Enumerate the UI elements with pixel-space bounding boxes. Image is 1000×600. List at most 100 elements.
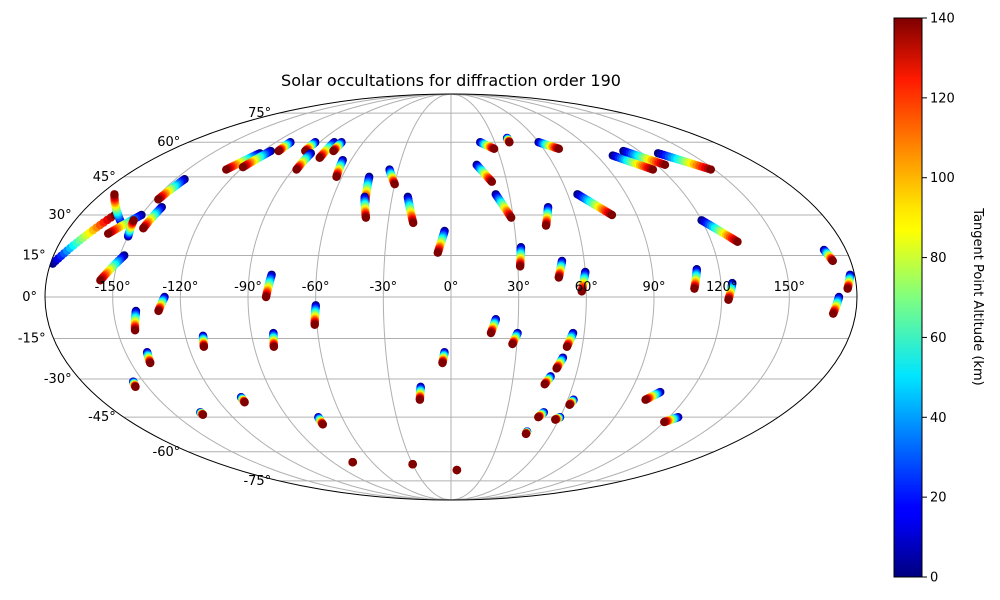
colorbar-tick-label: 80 (930, 251, 947, 266)
meridian-line (315, 93, 452, 501)
track-point (607, 210, 617, 220)
occultation-track (577, 267, 590, 296)
occultation-track (403, 192, 418, 228)
occultation-track (415, 382, 425, 404)
occultation-track (329, 138, 346, 156)
occultation-track (565, 395, 578, 409)
occultation-track (314, 412, 328, 429)
track-point (551, 415, 560, 424)
colorbar-ticks: 0 20 40 60 80 100 120 140 (922, 12, 955, 586)
track-point (554, 144, 564, 153)
occultation-track (724, 278, 737, 304)
track-point (843, 284, 852, 293)
track-point (329, 146, 338, 156)
track-point (706, 165, 716, 174)
track-point (565, 400, 574, 409)
occultation-track (154, 175, 189, 204)
track-point (648, 165, 658, 174)
occultation-track (828, 292, 844, 318)
track-point (131, 382, 140, 392)
track-point (438, 358, 447, 368)
colorbar: 0 20 40 60 80 100 120 140 Tangent Point Altitud… (893, 12, 985, 586)
track-point (505, 138, 514, 147)
track-point (489, 144, 499, 153)
track-point (452, 465, 462, 475)
colorbar-tick-label: 0 (930, 571, 938, 586)
colorbar-label: Tangent Point Altitude (km) (970, 207, 985, 385)
lat-tick-label: -30° (44, 372, 72, 387)
lat-tick-label: -60° (153, 445, 181, 460)
meridian-line (450, 93, 790, 501)
track-point (828, 309, 838, 318)
track-point (154, 195, 163, 204)
track-point (521, 429, 531, 439)
track-point (130, 326, 140, 335)
track-point (361, 213, 371, 222)
occultation-track (274, 138, 295, 156)
lon-tick-label: -120° (162, 280, 198, 295)
track-point (318, 420, 328, 429)
track-point (292, 165, 301, 174)
occultation-track (408, 460, 417, 469)
latitude-labels: -75° -60° -45° -30° -15° 0° 15° 30° 45° 60° 75° (18, 106, 271, 489)
track-point (332, 172, 341, 182)
colorbar-tick-label: 120 (930, 91, 955, 106)
track-point (540, 380, 549, 389)
longitude-labels: -150° -120° -90° -60° -30° 0° 30° 60° 90° 120° 150… (95, 280, 805, 295)
occultation-track (154, 292, 169, 316)
occultation-track (697, 216, 742, 246)
occultation-track (551, 412, 565, 424)
occultation-track (534, 138, 564, 153)
colorbar-tick-label: 100 (930, 171, 955, 186)
colorbar-gradient (893, 17, 923, 578)
colorbar-tick-label: 140 (930, 12, 955, 27)
map-outline (44, 93, 858, 501)
track-point (486, 328, 496, 338)
occultation-track (385, 165, 399, 189)
track-point (238, 162, 248, 172)
track-point (222, 165, 231, 174)
occultation-track (486, 315, 501, 338)
track-point (146, 358, 155, 368)
track-point (554, 273, 563, 282)
occultation-track (660, 412, 683, 427)
occultation-track (139, 202, 166, 233)
occultation-track (534, 408, 549, 422)
meridian-line (450, 93, 723, 501)
occultation-track (819, 245, 837, 266)
chart-title: Solar occultations for diffraction order… (281, 71, 621, 90)
lon-tick-label: 0° (444, 280, 459, 295)
occultation-track (608, 151, 658, 174)
lat-tick-label: 45° (93, 170, 116, 185)
occultation-tracks (48, 133, 855, 475)
occultation-track (573, 190, 617, 220)
occultation-track (438, 348, 449, 368)
track-point (103, 229, 113, 238)
occultation-track (130, 306, 141, 335)
lon-tick-label: 120° (706, 280, 737, 295)
track-point (409, 218, 418, 228)
occultation-track (491, 190, 516, 222)
track-point (660, 417, 669, 427)
track-point (139, 224, 148, 233)
occultation-track (96, 251, 129, 285)
track-point (110, 190, 119, 199)
colorbar-tick-label: 40 (930, 411, 947, 426)
occultation-track (502, 133, 514, 147)
track-point (390, 180, 399, 189)
occultation-track (475, 138, 499, 153)
occultation-track (641, 387, 665, 404)
track-point (515, 262, 525, 271)
lon-tick-label: 60° (575, 280, 598, 295)
occultation-track (110, 190, 126, 228)
track-point (274, 146, 283, 156)
meridian-line (179, 93, 452, 501)
occultation-track (540, 372, 555, 389)
track-point (660, 160, 670, 170)
occultation-track (552, 353, 568, 373)
track-point (269, 342, 279, 351)
track-point (487, 177, 497, 186)
lon-tick-label: -60° (302, 280, 330, 295)
track-point (733, 237, 742, 246)
colorbar-tick-label: 20 (930, 491, 947, 506)
